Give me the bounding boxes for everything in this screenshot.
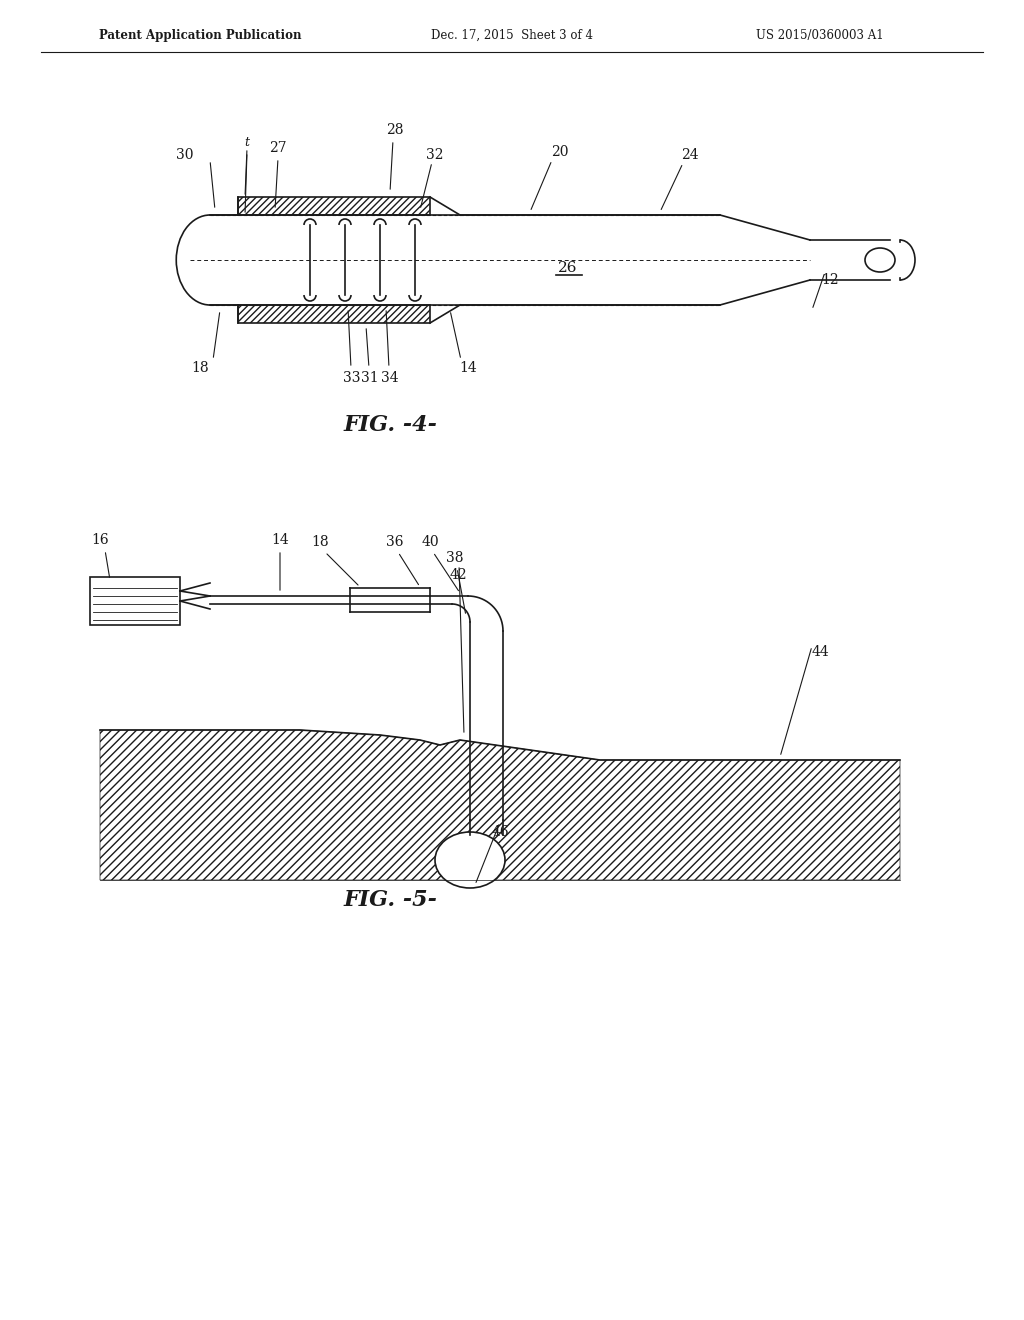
Text: 14: 14 xyxy=(271,533,289,546)
Text: 44: 44 xyxy=(811,645,828,659)
Text: 40: 40 xyxy=(421,535,439,549)
Bar xyxy=(238,197,430,215)
Text: 12: 12 xyxy=(821,273,839,286)
Text: 28: 28 xyxy=(386,123,403,137)
FancyBboxPatch shape xyxy=(90,577,180,624)
Text: 38: 38 xyxy=(446,550,464,565)
Text: 16: 16 xyxy=(91,533,109,546)
Text: 18: 18 xyxy=(191,360,209,375)
Text: 18: 18 xyxy=(311,535,329,549)
Text: 36: 36 xyxy=(386,535,403,549)
Text: 32: 32 xyxy=(426,148,443,162)
Text: FIG. -4-: FIG. -4- xyxy=(343,414,437,436)
Text: t: t xyxy=(245,136,250,149)
Text: US 2015/0360003 A1: US 2015/0360003 A1 xyxy=(756,29,884,41)
Text: 20: 20 xyxy=(551,145,568,158)
Text: 14: 14 xyxy=(459,360,477,375)
Text: 46: 46 xyxy=(492,825,509,840)
Text: 34: 34 xyxy=(381,371,398,385)
Text: FIG. -5-: FIG. -5- xyxy=(343,888,437,911)
Ellipse shape xyxy=(435,832,505,888)
Bar xyxy=(238,305,430,323)
Text: 26: 26 xyxy=(558,261,578,275)
Text: Patent Application Publication: Patent Application Publication xyxy=(98,29,301,41)
Text: 30: 30 xyxy=(176,148,194,162)
Text: 24: 24 xyxy=(681,148,698,162)
Text: 42: 42 xyxy=(450,568,467,582)
Text: 31: 31 xyxy=(361,371,379,385)
Text: 33: 33 xyxy=(343,371,360,385)
Polygon shape xyxy=(100,730,900,880)
Text: Dec. 17, 2015  Sheet 3 of 4: Dec. 17, 2015 Sheet 3 of 4 xyxy=(431,29,593,41)
Text: 27: 27 xyxy=(269,141,287,154)
